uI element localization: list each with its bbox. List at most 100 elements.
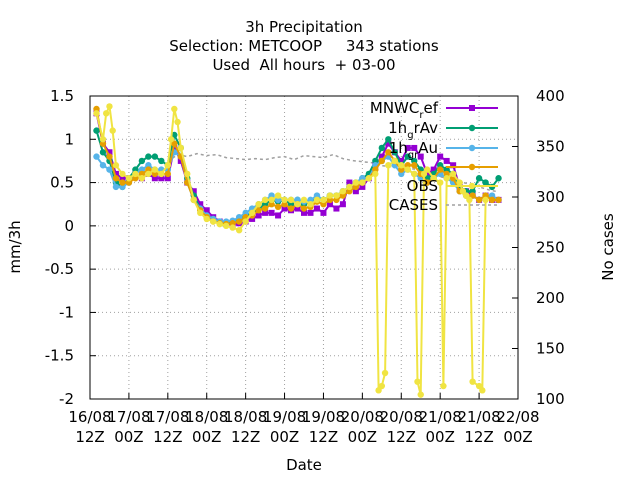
data-point xyxy=(475,175,483,182)
data-point xyxy=(385,162,392,169)
data-point xyxy=(404,144,411,151)
x-axis-ticks: 16/0812Z17/0800Z17/0812Z18/0800Z18/0812Z… xyxy=(68,393,540,446)
x-tick-label-hour: 12Z xyxy=(387,428,416,446)
data-point xyxy=(313,196,321,204)
x-tick-label-date: 18/08 xyxy=(185,408,228,426)
data-point xyxy=(268,209,275,216)
y2-tick-label: 150 xyxy=(536,340,565,358)
chart-title-line-2: Selection: METCOOP 343 stations xyxy=(169,37,439,55)
data-point xyxy=(174,118,181,126)
data-point xyxy=(482,196,489,204)
data-point xyxy=(158,170,165,178)
data-point xyxy=(333,192,340,199)
series-5 xyxy=(167,152,499,193)
data-point xyxy=(138,157,146,165)
data-point xyxy=(424,179,431,186)
x-tick-label-hour: 12Z xyxy=(309,428,338,446)
data-point xyxy=(391,157,398,165)
data-point xyxy=(437,153,444,160)
x-tick-label-date: 20/08 xyxy=(380,408,423,426)
y-tick-label: 1.5 xyxy=(50,87,74,105)
data-point xyxy=(203,215,210,223)
data-point xyxy=(197,201,204,208)
data-point xyxy=(106,153,113,160)
y-tick-label: -2 xyxy=(59,390,74,408)
data-point xyxy=(326,192,334,199)
data-point xyxy=(261,205,269,212)
legend-label: MNWCref xyxy=(370,99,439,121)
data-point xyxy=(398,162,405,169)
grid xyxy=(89,95,519,400)
data-point xyxy=(411,162,418,169)
data-point xyxy=(158,157,165,165)
data-point xyxy=(210,218,217,225)
data-point xyxy=(235,218,243,225)
legend-swatch-marker xyxy=(468,163,476,171)
y-tick-label: 0.5 xyxy=(50,174,74,192)
legend-label: OBS xyxy=(407,177,438,195)
data-point xyxy=(138,175,146,182)
data-point xyxy=(495,196,502,204)
data-point xyxy=(167,136,175,143)
data-point xyxy=(235,226,243,234)
data-point xyxy=(391,149,398,156)
legend-label: CASES xyxy=(389,196,438,214)
data-point xyxy=(475,196,483,204)
data-point xyxy=(398,157,405,164)
data-point xyxy=(430,175,437,182)
data-point xyxy=(300,196,308,204)
x-tick-label-hour: 12Z xyxy=(231,428,260,446)
data-point xyxy=(301,209,307,216)
chart-titles: 3h Precipitation Selection: METCOOP 343 … xyxy=(169,18,439,74)
x-tick-label-date: 21/08 xyxy=(419,408,462,426)
data-point xyxy=(440,382,447,390)
data-point xyxy=(281,196,288,204)
data-point xyxy=(275,212,282,219)
data-point xyxy=(339,201,346,208)
data-point xyxy=(443,157,450,164)
chart-title-line-3: Used All hours + 03-00 xyxy=(212,56,395,74)
series-4 xyxy=(93,103,489,398)
y2-tick-label: 350 xyxy=(536,138,565,156)
y-tick-label: -1.5 xyxy=(45,347,74,365)
data-point xyxy=(281,205,288,212)
data-point xyxy=(417,153,424,160)
data-point xyxy=(365,175,373,182)
data-point xyxy=(333,205,340,212)
y2-tick-label: 200 xyxy=(536,289,565,307)
data-point xyxy=(488,196,496,204)
data-point xyxy=(112,162,120,169)
data-point xyxy=(482,179,489,186)
data-point xyxy=(436,166,444,173)
data-point xyxy=(99,162,107,169)
data-point xyxy=(352,179,360,186)
data-point xyxy=(326,201,333,208)
data-point xyxy=(190,188,197,195)
data-point xyxy=(106,103,113,110)
data-point xyxy=(339,188,347,195)
y2-tick-label: 400 xyxy=(536,87,565,105)
legend-label: 1hgrAu xyxy=(389,139,438,161)
x-tick-label-date: 19/08 xyxy=(263,408,306,426)
data-point xyxy=(216,220,223,228)
series-layer xyxy=(93,103,502,398)
data-point xyxy=(255,207,262,214)
data-point xyxy=(103,110,110,117)
y2-tick-label: 300 xyxy=(536,188,565,206)
data-point xyxy=(109,127,116,134)
data-point xyxy=(346,179,353,186)
chart-title-line-1: 3h Precipitation xyxy=(245,18,363,36)
data-point xyxy=(262,209,269,216)
data-point xyxy=(164,175,171,182)
data-point xyxy=(359,179,366,186)
data-point xyxy=(249,215,256,222)
data-point xyxy=(300,205,308,212)
data-point xyxy=(132,170,139,178)
x-tick-label-hour: 00Z xyxy=(503,428,532,446)
data-point xyxy=(411,144,418,151)
x-tick-label-hour: 12Z xyxy=(153,428,182,446)
data-point xyxy=(294,201,301,208)
data-point xyxy=(352,188,359,195)
data-point xyxy=(151,166,159,173)
